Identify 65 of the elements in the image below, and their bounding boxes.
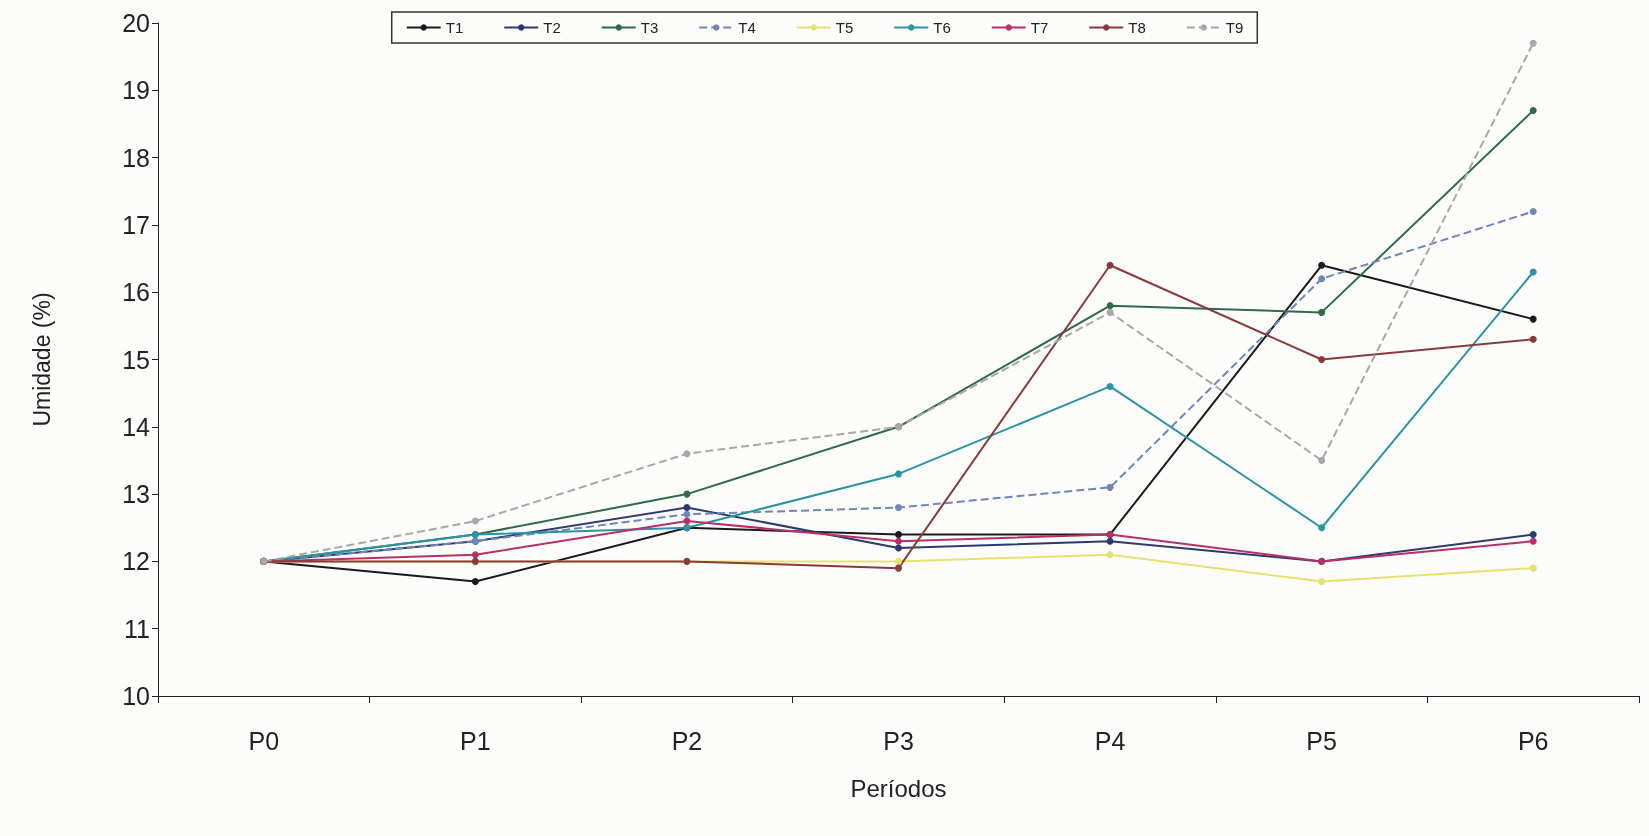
point	[1318, 356, 1326, 363]
point	[471, 551, 479, 559]
point	[1106, 382, 1114, 390]
point	[1318, 456, 1326, 464]
legend-label: T5	[835, 19, 854, 36]
x-tick-label: P0	[248, 726, 280, 755]
point	[1106, 308, 1114, 316]
y-tick-label: 15	[122, 345, 150, 374]
point	[895, 530, 902, 538]
point	[471, 578, 479, 586]
point	[1529, 315, 1537, 323]
y-tick-label: 19	[122, 76, 150, 105]
legend-label: T7	[1030, 19, 1049, 36]
point	[895, 564, 902, 572]
point	[1529, 537, 1537, 545]
y-tick-label: 11	[124, 614, 150, 643]
point	[1529, 564, 1537, 572]
point	[1318, 261, 1326, 269]
point	[683, 504, 691, 512]
point	[895, 537, 902, 545]
point	[1106, 483, 1114, 491]
point	[1529, 106, 1537, 114]
y-tick-label: 10	[122, 682, 150, 710]
legend-label: T2	[543, 19, 561, 36]
x-tick-label: P1	[460, 726, 491, 755]
legend-label: T1	[445, 19, 464, 36]
point	[1529, 335, 1537, 343]
point	[1318, 524, 1326, 532]
y-tick-label: 13	[122, 480, 150, 509]
y-axis-title: Umidade (%)	[28, 292, 55, 427]
x-tick-label: P5	[1306, 726, 1337, 755]
point	[1106, 261, 1114, 269]
x-axis-title: Períodos	[850, 774, 947, 802]
y-tick-label: 12	[122, 547, 150, 576]
point	[471, 517, 479, 525]
point	[683, 450, 691, 458]
point	[1529, 39, 1537, 47]
point	[1106, 551, 1114, 559]
point	[1106, 302, 1114, 310]
y-tick-label: 16	[122, 278, 150, 307]
point	[895, 557, 902, 565]
legend-label: T3	[640, 19, 659, 36]
point	[1318, 275, 1326, 283]
legend-label: T8	[1128, 19, 1146, 36]
legend-label: T6	[933, 19, 951, 36]
point	[683, 510, 691, 518]
x-tick-label: P6	[1517, 726, 1549, 755]
point	[1318, 578, 1326, 586]
legend-label: T4	[738, 19, 756, 36]
y-tick-label: 17	[122, 210, 150, 239]
x-tick-label: P4	[1094, 726, 1126, 755]
y-tick-label: 14	[122, 412, 151, 441]
legend-label: T9	[1225, 19, 1244, 36]
y-tick-label: 20	[122, 9, 150, 37]
point	[1529, 530, 1537, 538]
y-tick-label: 18	[122, 143, 150, 172]
point	[1318, 308, 1326, 316]
point	[1529, 268, 1537, 276]
point	[895, 544, 902, 552]
point	[1529, 207, 1537, 215]
point	[895, 470, 902, 478]
point	[1106, 537, 1114, 545]
x-tick-label: P3	[883, 726, 914, 755]
x-tick-label: P2	[671, 726, 703, 755]
point	[895, 504, 902, 512]
